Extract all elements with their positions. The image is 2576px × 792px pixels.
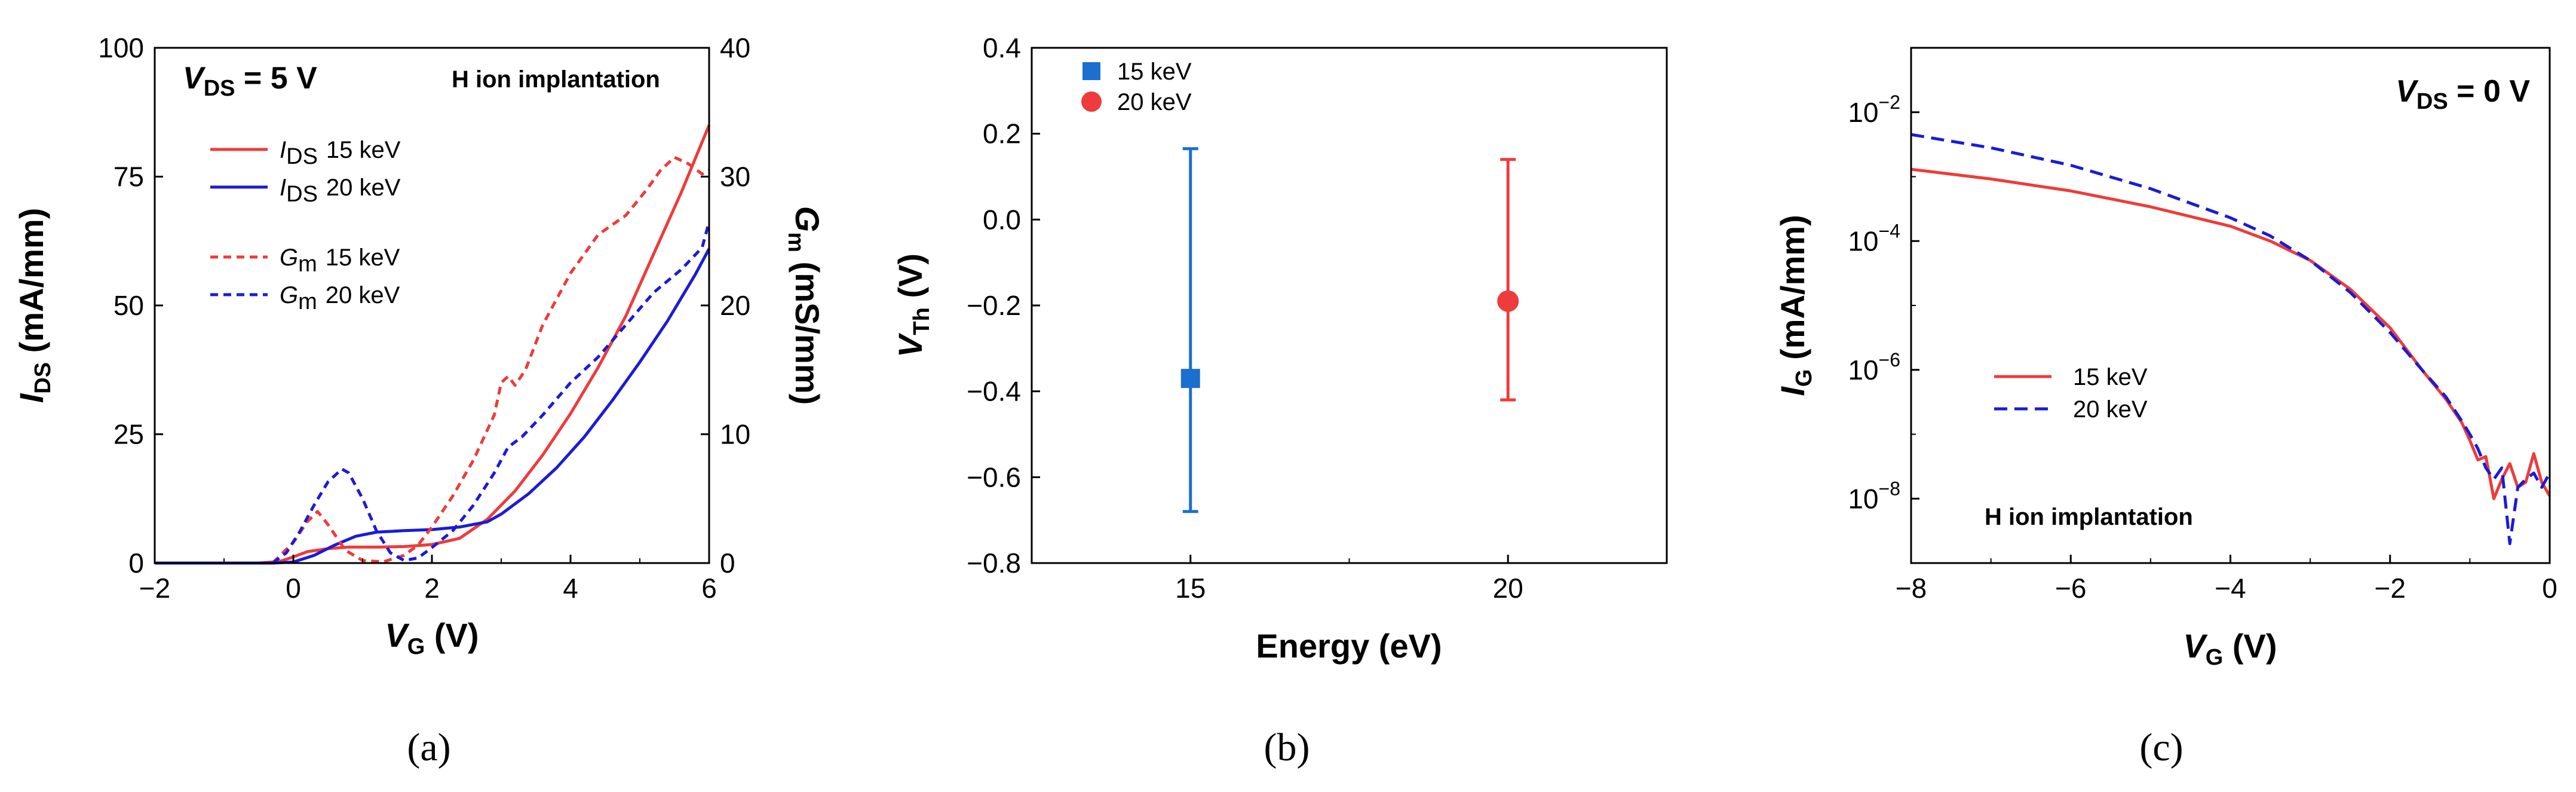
- panel-a-y2-axis-label: Gm (mS/mm): [783, 206, 826, 405]
- panel-a-x-tick-label-4: 6: [701, 573, 717, 604]
- panel-a-y2-tick-label-2: 20: [720, 290, 750, 321]
- panel-a-x-ticks: −2 0 2 4 6: [139, 555, 717, 604]
- legend-label-c-15kev: 15 keV: [2073, 364, 2148, 390]
- panel-c-x-tick-label-0: −8: [1896, 573, 1927, 604]
- panel-c-frame: [1910, 47, 2551, 564]
- panel-c-y-tick-base-1: 10: [1848, 354, 1878, 386]
- panel-c-x-axis-label: VG (V): [2183, 627, 2277, 670]
- panel-c-legend: 15 keV 20 keV: [1994, 364, 2148, 423]
- legend-ids-20: IDS 20 keV: [280, 175, 401, 207]
- legend-gm-15: Gm 15 keV: [280, 244, 400, 277]
- panel-c-y-tick-exp-3: −2: [1879, 91, 1900, 113]
- panel-c-y-tick-exp-0: −8: [1879, 478, 1900, 499]
- panel-a-plot-area: [155, 124, 711, 565]
- panel-a-method-annotation: H ion implantation: [452, 66, 660, 93]
- panel-a-y-tick-label-2: 50: [114, 290, 144, 321]
- panel-b-x-ticks: 15 20: [1031, 555, 1667, 604]
- panel-a-x-tick-label-0: −2: [139, 573, 170, 604]
- panel-b-caption: (b): [1264, 726, 1310, 769]
- panel-b-y-ticks: −0.8 −0.6 −0.4 −0.2 0.0 0.2 0.4: [967, 32, 1040, 579]
- panel-b-y-tick-label-1: −0.6: [967, 461, 1021, 493]
- panel-a-vds-annotation: VDS = 5 V: [183, 61, 317, 101]
- legend-marker-20kev: [1081, 91, 1102, 112]
- panel-a-series-2: [155, 155, 710, 565]
- panel-a-x-tick-label-3: 4: [563, 573, 578, 604]
- panel-b-y-axis-label: VTh (V): [891, 253, 934, 357]
- panel-c-y-ticks: 10−810−610−410−2: [1848, 47, 1919, 564]
- panel-c-y-tick-base-0: 10: [1848, 483, 1878, 514]
- panel-a-x-axis-label: VG (V): [385, 616, 479, 659]
- panel-c-x-tick-label-3: −2: [2375, 573, 2406, 604]
- panel-a-y-tick-label-4: 100: [98, 32, 144, 63]
- panel-c-caption: (c): [2139, 726, 2183, 769]
- panel-b-y-tick-label-5: 0.2: [983, 118, 1021, 149]
- panel-c-y-tick-exp-2: −4: [1879, 220, 1900, 241]
- panel-a-series-1: [155, 248, 711, 565]
- panel-c: −8 −6 −4 −2 0 10−810−610−410−2 VG (V) IG (mA…: [1774, 47, 2557, 769]
- panel-a-y2-tick-label-4: 40: [720, 32, 750, 63]
- panel-c-y-tick-exp-1: −6: [1879, 349, 1900, 371]
- panel-b-point-0: [1180, 369, 1200, 389]
- panel-c-y-axis-label: IG (mA/mm): [1774, 215, 1817, 396]
- legend-gm-20: Gm 20 keV: [280, 282, 400, 314]
- panel-a-x-tick-label-2: 2: [424, 573, 440, 604]
- legend-ids-15: IDS 15 keV: [280, 137, 401, 169]
- panel-b-x-tick-label-1: 20: [1493, 573, 1523, 604]
- panel-c-vds-annotation: VDS = 0 V: [2396, 74, 2530, 114]
- panel-b-point-1: [1497, 290, 1519, 312]
- panel-a-y-tick-label-3: 75: [114, 161, 144, 192]
- panel-a-x-tick-label-1: 0: [286, 573, 301, 604]
- panel-a-y2-tick-label-1: 10: [720, 419, 750, 450]
- panel-a-y-tick-label-0: 0: [128, 548, 144, 579]
- panel-c-x-tick-label-4: 0: [2542, 573, 2557, 604]
- panel-b-y-tick-label-6: 0.4: [983, 32, 1021, 63]
- panel-a-caption: (a): [407, 726, 450, 769]
- panel-b-legend: 15 keV 20 keV: [1081, 59, 1192, 115]
- panel-b-x-axis-label: Energy (eV): [1256, 627, 1442, 665]
- panel-c-x-tick-label-2: −4: [2215, 573, 2246, 604]
- panel-c-x-tick-label-1: −6: [2055, 573, 2086, 604]
- legend-label-20kev: 20 keV: [1117, 89, 1192, 115]
- panel-c-y-tick-base-3: 10: [1848, 97, 1878, 128]
- panel-a-y-tick-label-1: 25: [114, 419, 144, 450]
- panel-c-plot-area: [1910, 133, 2552, 546]
- panel-b-x-tick-label-0: 15: [1175, 573, 1206, 604]
- panel-b-plot-area: [1180, 147, 1519, 513]
- panel-b-y-tick-label-4: 0.0: [983, 204, 1021, 235]
- panel-a-frame: [154, 47, 710, 564]
- panel-a-series-3: [155, 221, 711, 565]
- panel-c-y-tick-label-1: 10−6: [1848, 349, 1900, 386]
- panel-b-y-tick-label-3: −0.2: [967, 290, 1021, 321]
- panel-c-y-tick-label-2: 10−4: [1848, 220, 1900, 256]
- panel-c-y-tick-base-2: 10: [1848, 225, 1878, 256]
- panel-b: 15 20 −0.8−0.6−0.4−0.20.00.20.4 Energy (e…: [891, 32, 1668, 769]
- panel-a-y2-ticks: 0 10 20 30 40: [701, 32, 750, 579]
- panel-c-method-annotation: H ion implantation: [1985, 504, 2193, 530]
- panel-a-y2-tick-label-0: 0: [720, 548, 735, 579]
- panel-b-y-tick-label-0: −0.8: [967, 548, 1021, 579]
- legend-marker-15kev: [1082, 62, 1100, 80]
- panel-a-legend: IDS 15 keV IDS 20 keV Gm 15 keV Gm 20 keV: [210, 137, 401, 314]
- panel-a-y-ticks: 0 25 50 75 100: [98, 32, 163, 579]
- panel-b-frame: [1031, 47, 1668, 564]
- panel-a-y2-tick-label-3: 30: [720, 161, 750, 192]
- panel-a-y-axis-label: IDS (mA/mm): [13, 208, 56, 403]
- panel-c-series-1: [1910, 133, 2552, 546]
- panel-b-y-tick-label-2: −0.4: [967, 376, 1021, 407]
- panel-c-y-tick-label-3: 10−2: [1848, 91, 1900, 128]
- panel-a-series-0: [155, 124, 711, 565]
- panel-c-x-ticks: −8 −6 −4 −2 0: [1896, 555, 2557, 604]
- legend-label-c-20kev: 20 keV: [2073, 396, 2148, 423]
- panel-c-y-tick-label-0: 10−8: [1848, 478, 1900, 514]
- legend-label-15kev: 15 keV: [1117, 59, 1192, 85]
